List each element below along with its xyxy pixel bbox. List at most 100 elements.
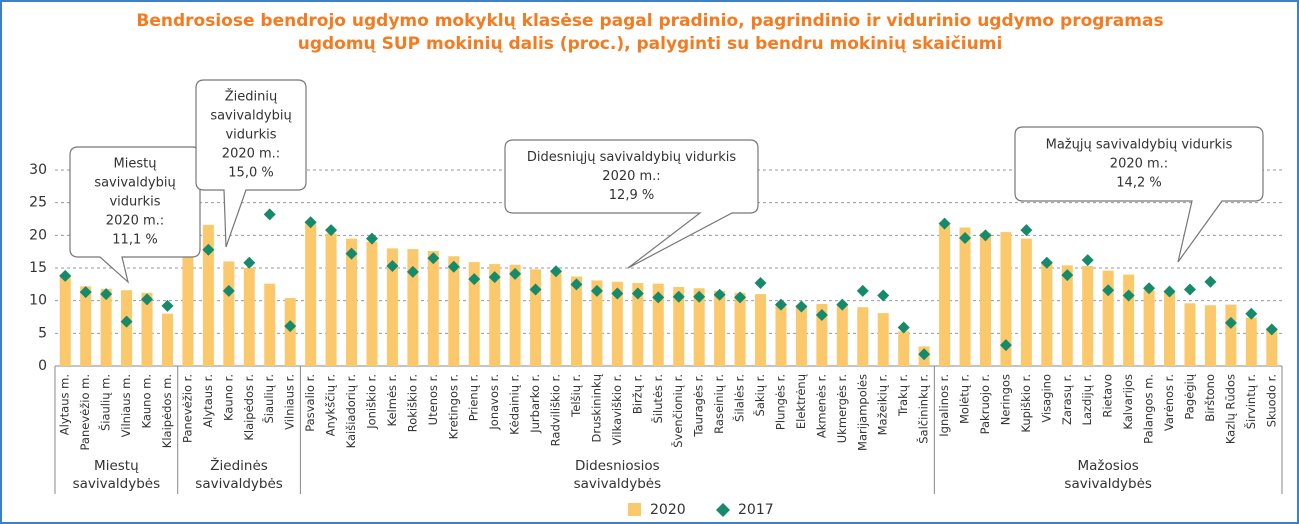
x-tick-label: Šiaulių r. [261,374,276,424]
x-tick-label: Zarasų r. [1060,374,1074,425]
marker [427,252,440,265]
marker [202,243,215,256]
x-tick-label: Utenos r. [426,374,440,425]
bar [714,290,726,366]
callout-text: 12,9 % [609,188,654,203]
group-label: savivaldybės [1064,476,1152,492]
marker [734,291,747,304]
group-label: Mažosios [1078,458,1139,474]
bar [570,276,582,366]
legend-label: 2020 [650,502,686,518]
callout-text: 2020 m.: [1110,157,1168,172]
x-tick-label: Pakruojo r. [978,374,992,434]
x-tick-label: Palangos m. [1142,374,1156,444]
x-tick-label: Plungės r. [773,374,787,430]
marker [856,284,869,297]
x-tick-label: Kalvarijos [1121,374,1135,430]
x-tick-label: Kauno m. [140,374,154,429]
marker [672,290,685,303]
bar [264,283,276,366]
x-tick-label: Kretingos r. [446,374,460,439]
callout-text: Didesniųjų savivaldybių vidurkis [527,150,736,165]
bar [795,305,807,366]
group-label: savivaldybės [195,476,283,492]
bar [1123,274,1135,366]
marker [447,260,460,273]
callout [504,139,759,269]
bar [407,249,419,366]
bar [611,281,623,366]
callout-text: 11,1 % [112,233,157,248]
bar [121,290,133,366]
bar [489,264,501,366]
bar [1143,290,1155,366]
x-tick-label: Skuodo r. [1264,374,1278,427]
marker [263,208,276,221]
bar [652,283,664,366]
bar [386,248,398,366]
x-tick-label: Akmenės r. [814,374,828,438]
marker [713,288,726,301]
group-label: Miestų [94,458,139,474]
x-tick-label: Mažeikių r. [876,374,890,435]
bar [1204,305,1216,366]
x-tick-label: Rokiškio r. [405,374,419,432]
x-tick-label: Anykščių r. [324,374,338,436]
x-tick-label: Ukmergės r. [835,374,849,443]
marker [243,256,256,269]
x-tick-label: Varėnos r. [1162,374,1176,431]
x-tick-label: Šilutės r. [650,374,665,424]
bar [325,233,337,366]
marker [1020,224,1033,237]
marker [1040,256,1053,269]
x-tick-label: Visagino [1039,374,1053,423]
y-tick-label: 10 [29,293,47,309]
legend-swatch [628,503,641,516]
bar [1225,304,1237,366]
marker [1122,289,1135,302]
bar [550,270,562,366]
group-label: Didesniosios [575,458,660,474]
marker [693,290,706,303]
y-tick-label: 30 [29,162,47,178]
marker [1102,284,1115,297]
marker [611,287,624,300]
x-tick-label: Lazdijų r. [1080,374,1094,425]
marker [877,289,890,302]
x-tick-label: Kelmės r. [385,374,399,427]
bar [959,227,971,366]
bar [734,292,746,366]
x-tick-label: Kazlų Rūdos [1223,374,1237,444]
x-tick-label: Kupiškio r. [1019,374,1033,433]
x-tick-label: Rietavo [1101,374,1115,418]
bar [305,220,317,366]
bar [427,251,439,366]
x-tick-label: Šakių r. [752,374,767,416]
x-tick-label: Tauragės r. [692,374,706,438]
bar [775,305,787,366]
y-tick-label: 15 [29,260,47,276]
x-tick-label: Joniškio r. [364,374,378,430]
x-tick-label: Prienų r. [467,374,481,421]
marker [938,217,951,230]
x-tick-label: Pagėgių [1182,373,1196,419]
callout-text: 2020 m.: [222,147,280,162]
x-tick-label: Panevėžio r. [180,374,194,443]
marker [652,291,665,304]
marker [631,287,644,300]
bar [530,269,542,366]
marker [141,293,154,306]
bar [161,313,173,366]
callout-text: 14,2 % [1116,176,1161,191]
bar [1266,328,1278,366]
bar [1000,232,1012,366]
x-tick-label: Ignalinos r. [937,374,951,437]
callout-text: Mažųjų savivaldybių vidurkis [1046,138,1233,153]
x-tick-label: Molėtų r. [958,374,972,424]
group-label: savivaldybės [574,476,662,492]
x-tick-label: Šalčininkų r. [916,374,931,444]
chart-title: Bendrosiose bendrojo ugdymo mokyklų klas… [136,11,1163,31]
legend-label: 2017 [738,502,774,518]
bar [1164,291,1176,366]
